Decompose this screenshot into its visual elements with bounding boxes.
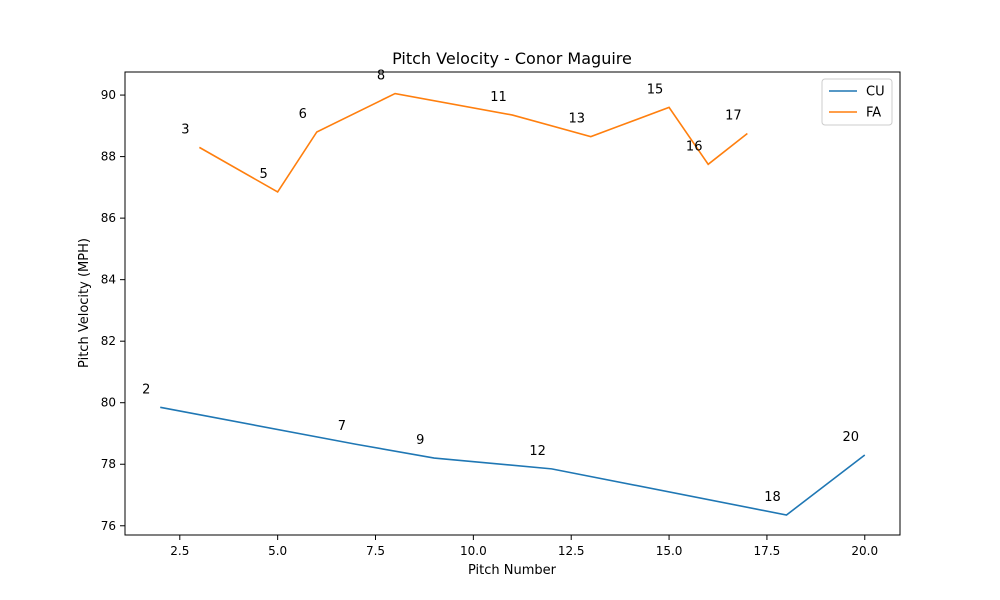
data-point-label: 20 bbox=[842, 430, 859, 445]
y-tick-label: 80 bbox=[101, 396, 116, 410]
x-tick-label: 17.5 bbox=[754, 544, 781, 558]
data-point-label: 18 bbox=[764, 490, 781, 505]
x-tick-label: 7.5 bbox=[366, 544, 385, 558]
data-point-label: 8 bbox=[377, 69, 385, 84]
legend: CU FA bbox=[822, 79, 892, 125]
y-tick-label: 78 bbox=[101, 457, 116, 471]
y-tick-label: 82 bbox=[101, 334, 116, 348]
x-tick-label: 20.0 bbox=[851, 544, 878, 558]
legend-label-fa: FA bbox=[866, 106, 881, 121]
x-tick-label: 12.5 bbox=[558, 544, 585, 558]
x-tick-label: 15.0 bbox=[656, 544, 683, 558]
data-point-label: 2 bbox=[142, 382, 150, 397]
x-axis-label: Pitch Number bbox=[468, 563, 557, 578]
data-point-label: 11 bbox=[490, 90, 507, 105]
data-point-label: 13 bbox=[569, 112, 586, 127]
data-point-label: 6 bbox=[299, 107, 307, 122]
data-point-label: 9 bbox=[416, 433, 424, 448]
data-point-label: 5 bbox=[260, 167, 268, 182]
x-tick-label: 2.5 bbox=[170, 544, 189, 558]
legend-label-cu: CU bbox=[866, 85, 885, 100]
data-point-label: 16 bbox=[686, 139, 703, 154]
x-tick-label: 5.0 bbox=[268, 544, 287, 558]
y-tick-label: 84 bbox=[101, 273, 116, 287]
data-point-label: 12 bbox=[529, 444, 546, 459]
y-axis-label: Pitch Velocity (MPH) bbox=[77, 238, 92, 368]
y-tick-label: 86 bbox=[101, 211, 116, 225]
data-point-label: 3 bbox=[181, 122, 189, 137]
y-tick-label: 90 bbox=[101, 88, 116, 102]
data-point-label: 15 bbox=[647, 82, 664, 97]
y-tick-label: 76 bbox=[101, 519, 116, 533]
y-tick-label: 88 bbox=[101, 150, 116, 164]
x-tick-label: 10.0 bbox=[460, 544, 487, 558]
data-point-label: 7 bbox=[338, 419, 346, 434]
chart-title: Pitch Velocity - Conor Maguire bbox=[392, 49, 632, 68]
data-point-label: 17 bbox=[725, 109, 742, 124]
